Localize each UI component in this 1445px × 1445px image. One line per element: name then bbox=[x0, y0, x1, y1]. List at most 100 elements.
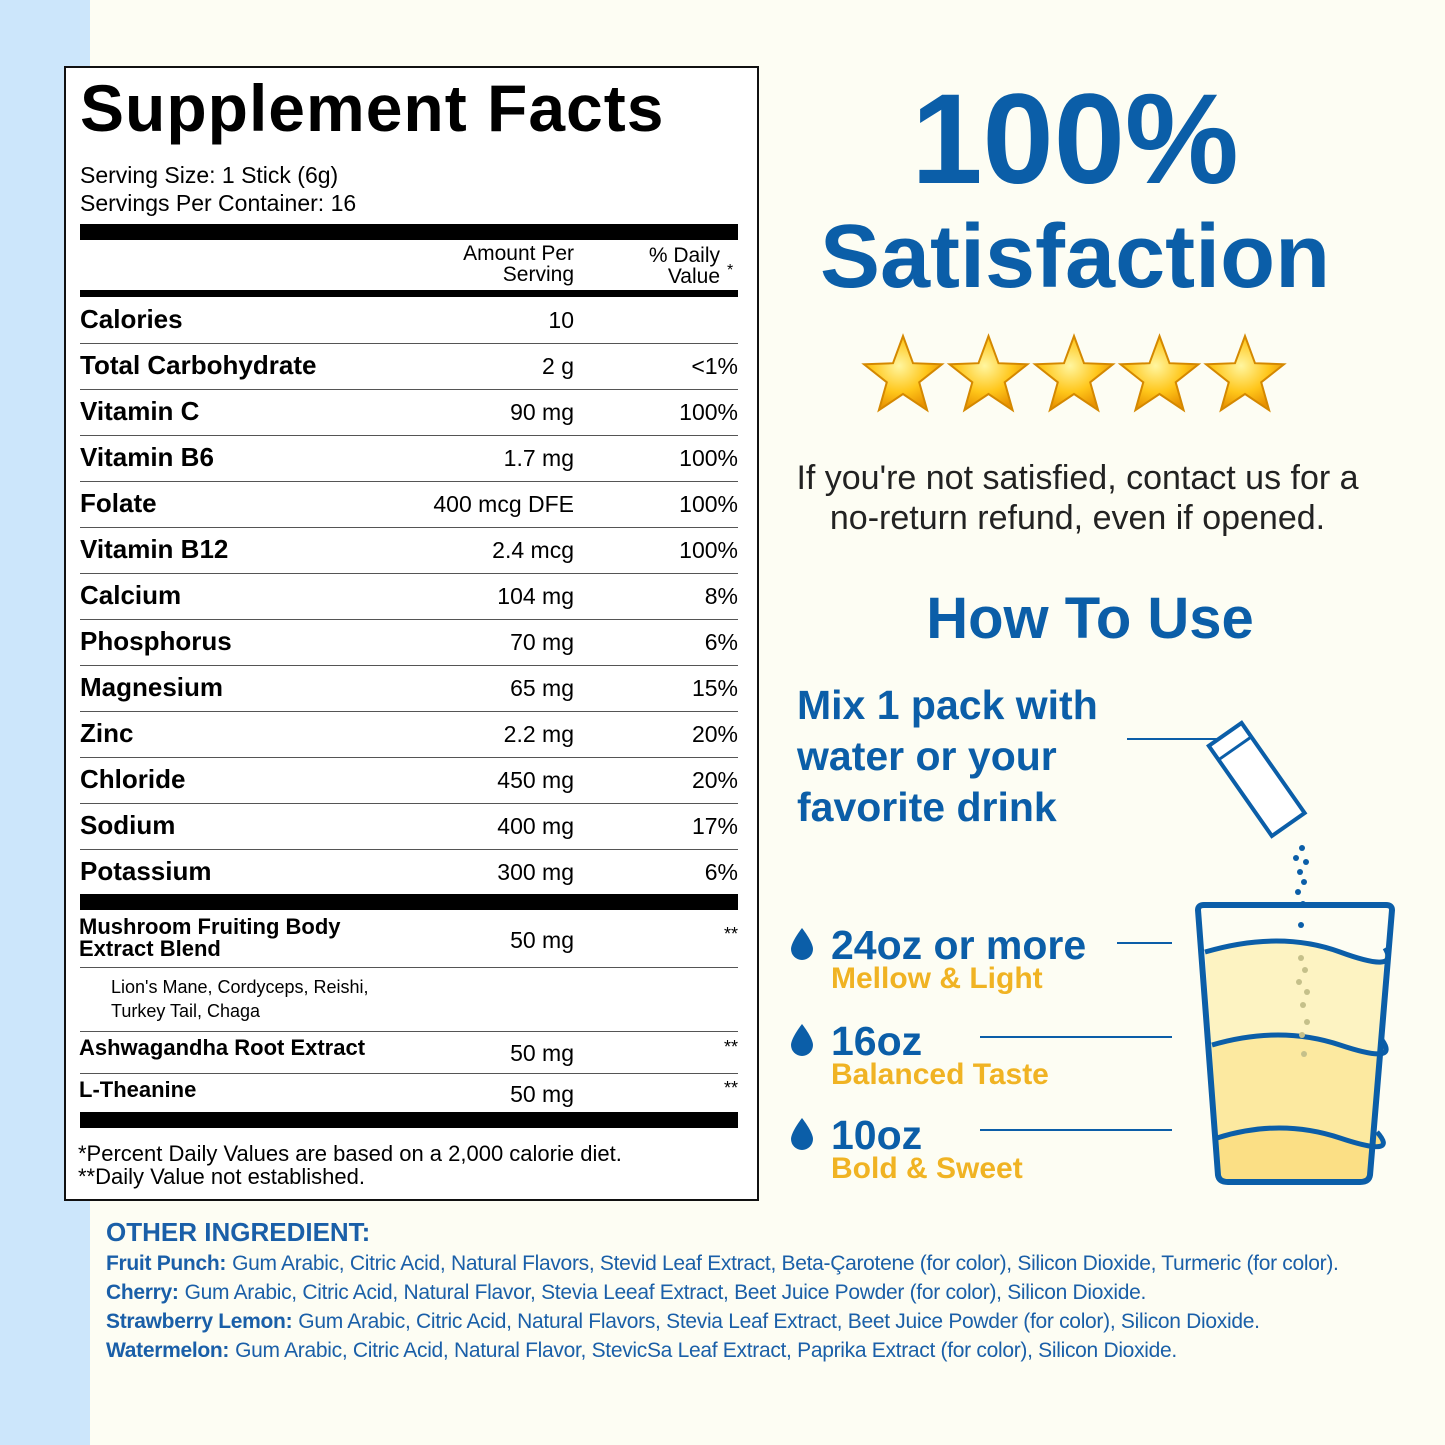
drop-icon bbox=[791, 928, 813, 960]
level-taste: Mellow & Light bbox=[831, 962, 1043, 995]
nutrient-name: Total Carbohydrate bbox=[80, 350, 317, 380]
nutrient-name: Phosphorus bbox=[80, 626, 232, 656]
footnote: **Daily Value not established. bbox=[78, 1164, 365, 1189]
headline-percent: 100% bbox=[911, 68, 1239, 211]
nutrient-dv: <1% bbox=[691, 353, 738, 379]
row-separator bbox=[80, 619, 738, 620]
blend-name: Mushroom Fruiting Body Extract Blend bbox=[79, 914, 341, 961]
level-taste: Balanced Taste bbox=[831, 1058, 1049, 1091]
nutrient-amount: 1.7 mg bbox=[503, 445, 574, 471]
blend-amount: 50 mg bbox=[510, 1080, 574, 1107]
ingredient-line: Cherry: Gum Arabic, Citric Acid, Natural … bbox=[106, 1281, 1146, 1305]
nutrient-dv: 8% bbox=[704, 583, 738, 609]
flavor: Strawberry Lemon: bbox=[106, 1310, 293, 1333]
flavor: Fruit Punch: bbox=[106, 1252, 227, 1275]
blend-dv: ** bbox=[723, 1077, 738, 1098]
instruction: Mix 1 pack with water or your favorite d… bbox=[797, 682, 1098, 830]
blend-detail: Lion's Mane, Cordyceps, Reishi, Turkey T… bbox=[111, 977, 369, 1021]
nutrient-name: Calories bbox=[80, 304, 183, 334]
blend-dv: ** bbox=[723, 923, 738, 944]
medium-bar bbox=[80, 290, 738, 297]
row-separator bbox=[80, 389, 738, 390]
nutrient-amount: 300 mg bbox=[497, 859, 574, 885]
ingredients-title: OTHER INGREDIENT: bbox=[106, 1217, 371, 1247]
facts-panel bbox=[64, 66, 759, 1201]
flavor: Cherry: bbox=[106, 1281, 179, 1304]
row-separator bbox=[80, 481, 738, 482]
nutrient-name: Chloride bbox=[80, 764, 186, 794]
thick-bar bbox=[80, 224, 738, 240]
cup-illustration bbox=[980, 720, 1396, 1185]
footnote: *Percent Daily Values are based on a 2,0… bbox=[78, 1141, 622, 1166]
nutrient-dv: 100% bbox=[679, 399, 738, 425]
headline-satisfaction: Satisfaction bbox=[819, 207, 1331, 307]
star bbox=[1032, 333, 1116, 413]
ingredients: Gum Arabic, Citric Acid, Natural Flavors… bbox=[298, 1310, 1260, 1333]
nutrient-dv: 6% bbox=[704, 859, 738, 885]
star bbox=[946, 333, 1031, 413]
row-separator bbox=[80, 1031, 738, 1032]
thick-bar bbox=[80, 1112, 738, 1128]
stars bbox=[861, 333, 1287, 413]
nutrient-name: Potassium bbox=[80, 856, 212, 886]
nutrient-amount: 10 bbox=[548, 307, 574, 333]
row-separator bbox=[80, 573, 738, 574]
level-amount: 16oz bbox=[831, 1018, 923, 1064]
ingredient-line: Strawberry Lemon: Gum Arabic, Citric Acid… bbox=[106, 1310, 1260, 1334]
star bbox=[1117, 333, 1202, 413]
nutrient-dv: 20% bbox=[691, 721, 738, 747]
guarantee-text: If you're not satisfied, contact us for … bbox=[796, 459, 1359, 537]
blend-dv: ** bbox=[723, 1037, 738, 1057]
dv-mark: * bbox=[727, 262, 734, 279]
row-separator bbox=[80, 803, 738, 804]
blend-name: Ashwagandha Root Extract bbox=[79, 1035, 366, 1060]
ingredient-line: Watermelon: Gum Arabic, Citric Acid, Natu… bbox=[106, 1339, 1177, 1363]
how-to-title: How To Use bbox=[926, 586, 1254, 651]
flavor: Watermelon: bbox=[106, 1339, 230, 1362]
nutrient-amount: 2.4 mcg bbox=[492, 537, 574, 563]
blend-amount: 50 mg bbox=[510, 1040, 574, 1066]
ingredient-line: Fruit Punch: Gum Arabic, Citric Acid, Nat… bbox=[106, 1252, 1339, 1276]
nutrient-name: Vitamin C bbox=[80, 396, 200, 426]
nutrient-amount: 70 mg bbox=[510, 629, 574, 655]
nutrient-dv: 6% bbox=[704, 629, 738, 655]
nutrient-dv: 100% bbox=[679, 491, 738, 517]
ingredients: Gum Arabic, Citric Acid, Natural Flavor,… bbox=[235, 1339, 1177, 1362]
dv-header: % Daily Value bbox=[648, 244, 720, 288]
nutrient-amount: 400 mg bbox=[497, 813, 574, 839]
nutrient-dv: 17% bbox=[691, 813, 738, 839]
serving-size: Serving Size: 1 Stick (6g) bbox=[80, 162, 339, 188]
nutrient-name: Sodium bbox=[80, 810, 176, 840]
nutrient-dv: 15% bbox=[691, 675, 738, 701]
nutrient-name: Vitamin B6 bbox=[80, 442, 214, 472]
drop-icon bbox=[791, 1024, 813, 1056]
nutrient-amount: 400 mcg DFE bbox=[433, 491, 574, 517]
nutrient-dv: 20% bbox=[691, 767, 738, 793]
level-amount: 10oz bbox=[831, 1112, 923, 1158]
nutrient-amount: 65 mg bbox=[510, 675, 574, 701]
blend-name: L-Theanine bbox=[79, 1077, 197, 1102]
nutrient-amount: 450 mg bbox=[497, 767, 574, 793]
nutrient-name: Folate bbox=[80, 488, 157, 518]
nutrient-dv: 100% bbox=[679, 537, 738, 563]
nutrient-name: Calcium bbox=[80, 580, 182, 610]
star bbox=[861, 333, 945, 413]
row-separator bbox=[80, 849, 738, 850]
nutrient-name: Vitamin B12 bbox=[80, 534, 229, 564]
row-separator bbox=[80, 343, 738, 344]
ingredients: Gum Arabic, Citric Acid, Natural Flavor,… bbox=[184, 1281, 1147, 1304]
row-separator bbox=[80, 711, 738, 712]
nutrient-amount: 90 mg bbox=[510, 399, 574, 425]
drop-icon bbox=[791, 1118, 813, 1150]
ingredients: Gum Arabic, Citric Acid, Natural Flavors… bbox=[232, 1252, 1339, 1275]
blend-amount: 50 mg bbox=[510, 926, 574, 953]
star bbox=[1203, 333, 1287, 413]
nutrient-amount: 104 mg bbox=[497, 583, 574, 609]
nutrient-name: Zinc bbox=[80, 718, 134, 748]
nutrient-dv: 100% bbox=[679, 445, 738, 471]
nutrient-amount: 2 g bbox=[542, 353, 574, 379]
row-separator bbox=[80, 665, 738, 666]
level-amount: 24oz or more bbox=[831, 922, 1087, 968]
level-taste: Bold & Sweet bbox=[831, 1152, 1023, 1185]
